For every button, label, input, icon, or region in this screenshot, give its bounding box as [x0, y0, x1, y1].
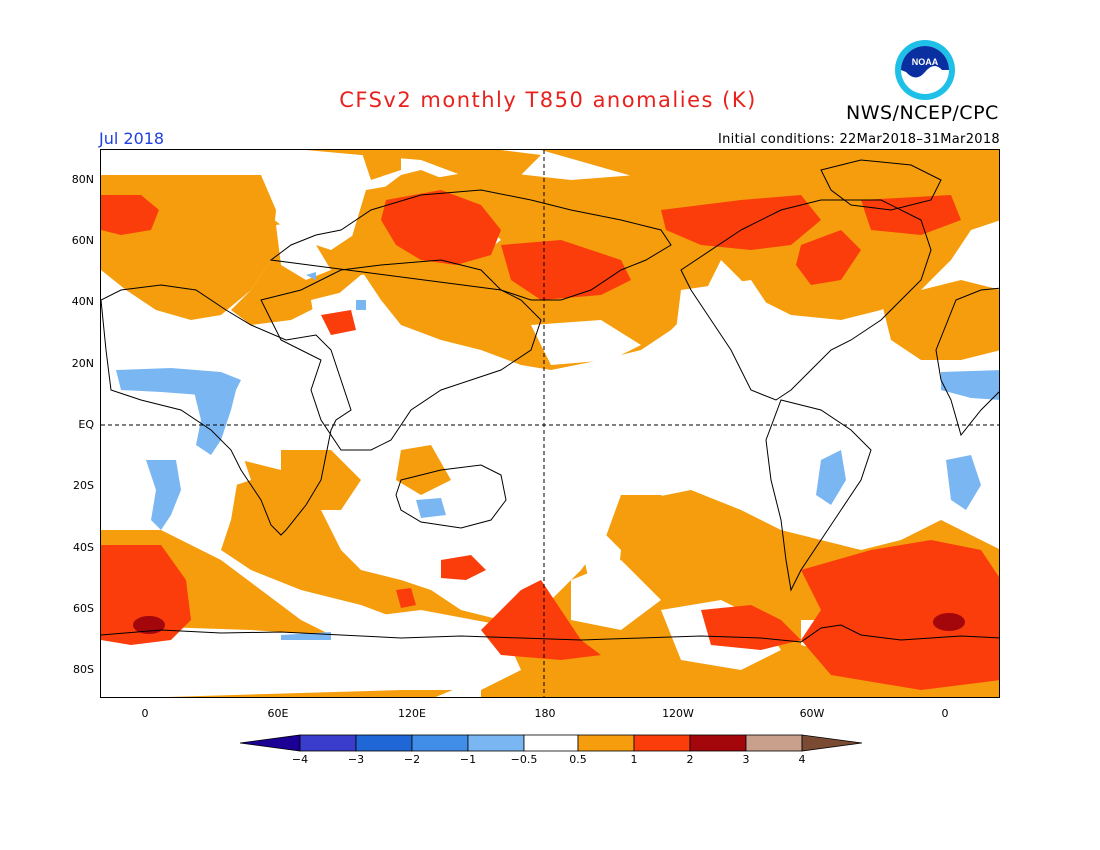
- lon-label: 120E: [398, 707, 426, 720]
- colorbar-label: 0.5: [569, 753, 587, 766]
- colorbar-swatch: [689, 734, 747, 752]
- colorbar-swatch: [355, 734, 413, 752]
- lat-label: 60S: [73, 602, 94, 615]
- lat-label: 60N: [71, 234, 94, 247]
- colorbar-label: −0.5: [510, 753, 538, 766]
- lat-label: 20S: [73, 479, 94, 492]
- colorbar-label: −4: [291, 753, 309, 766]
- lon-label: 120W: [662, 707, 694, 720]
- valid-month: Jul 2018: [99, 129, 165, 148]
- lat-label: 80S: [73, 663, 94, 676]
- colorbar-label: −2: [403, 753, 421, 766]
- coastlines: [101, 159, 999, 643]
- colorbar-label: −1: [459, 753, 477, 766]
- colorbar-swatch: [633, 734, 691, 752]
- colorbar-high-arrow: [801, 734, 862, 752]
- colorbar-swatch: [411, 734, 469, 752]
- noaa-logo-text: NOAA: [912, 57, 939, 67]
- lat-label: EQ: [78, 418, 94, 431]
- initial-conditions: Initial conditions: 22Mar2018–31Mar2018: [717, 132, 1000, 147]
- colorbar-swatch: [745, 734, 803, 752]
- anomaly-map: [100, 149, 1000, 698]
- map-title: CFSv2 monthly T850 anomalies (K): [339, 88, 757, 112]
- noaa-logo: NOAA: [895, 40, 955, 100]
- colorbar-label: 4: [798, 753, 806, 766]
- colorbar: [240, 734, 862, 752]
- colorbar-label: 1: [630, 753, 638, 766]
- lon-label: 0: [141, 707, 149, 720]
- colorbar-swatch: [523, 734, 579, 752]
- lat-label: 40N: [71, 295, 94, 308]
- lon-label: 180: [534, 707, 556, 720]
- colorbar-swatch: [467, 734, 525, 752]
- lon-label: 60W: [799, 707, 825, 720]
- lat-label: 40S: [73, 541, 94, 554]
- lat-label: 80N: [71, 173, 94, 186]
- lon-label: 60E: [267, 707, 289, 720]
- colorbar-swatch: [299, 734, 357, 752]
- colorbar-label: 2: [686, 753, 694, 766]
- colorbar-label: −3: [347, 753, 365, 766]
- warm-extreme-anomaly-layer: [133, 613, 965, 634]
- agency-label: NWS/NCEP/CPC: [846, 102, 999, 124]
- colorbar-low-arrow: [240, 734, 301, 752]
- lon-label: 0: [941, 707, 949, 720]
- colorbar-swatch: [577, 734, 635, 752]
- colorbar-label: 3: [742, 753, 750, 766]
- lat-label: 20N: [71, 357, 94, 370]
- cool-anomaly-layer: [116, 272, 999, 640]
- anomaly-map-canvas: [101, 150, 999, 697]
